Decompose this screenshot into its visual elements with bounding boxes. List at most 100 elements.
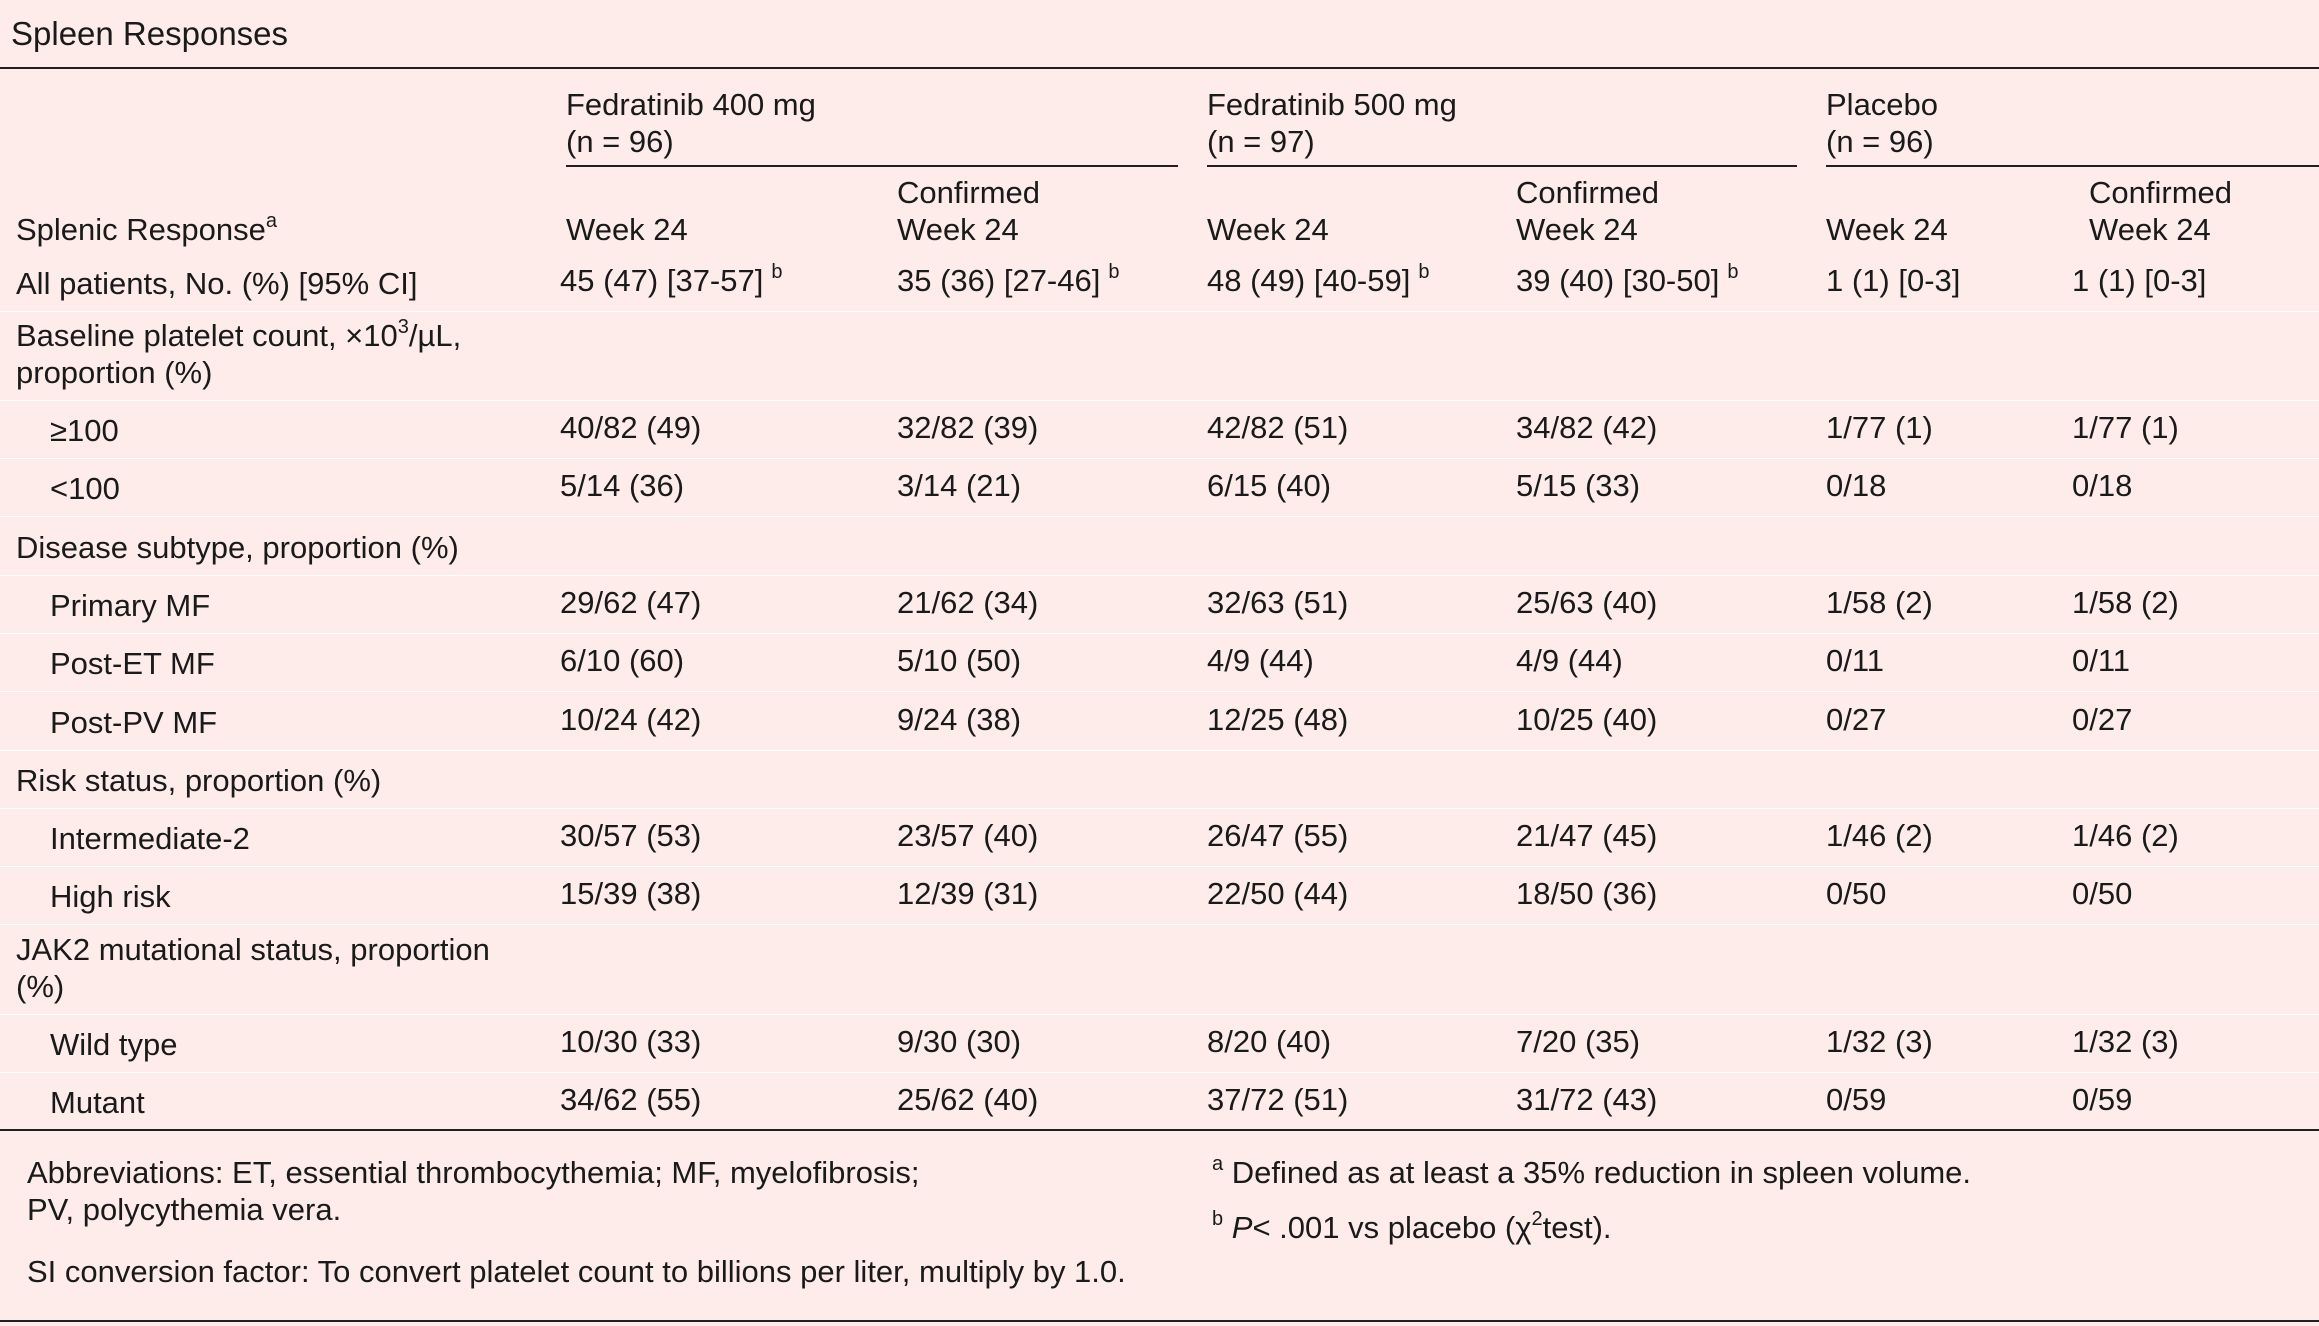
table-cell: 10/25 (40) <box>1516 701 1657 738</box>
group-n: (n = 96) <box>566 124 674 159</box>
cell-value: 32/63 (51) <box>1207 585 1349 620</box>
group-header-fed500: Fedratinib 500 mg (n = 97) <box>1207 86 1457 160</box>
footnote-marker-b: b <box>1108 260 1120 283</box>
table-title: Spleen Responses <box>11 15 289 52</box>
table-cell: 21/62 (34) <box>897 584 1038 621</box>
footnote-b-chi-sup: 2 <box>1531 1207 1543 1230</box>
subheader-confirmed: Confirmed Week 24 <box>2089 174 2232 248</box>
cell-value: 0/11 <box>2072 643 2131 678</box>
table-cell: 0/18 <box>1826 467 1886 504</box>
group-header-placebo: Placebo (n = 96) <box>1826 86 1938 160</box>
row-label-line1: Baseline platelet count, ×103/µL, <box>16 317 461 354</box>
table-cell: 1/77 (1) <box>1826 409 1933 446</box>
table-cell: 1/46 (2) <box>2072 817 2179 854</box>
table-cell: 12/39 (31) <box>897 875 1038 912</box>
table-cell: 25/63 (40) <box>1516 584 1657 621</box>
footnote-abbrev-line1: Abbreviations: ET, essential thrombocyth… <box>27 1155 920 1190</box>
table-row: Wild type 10/30 (33) 9/30 (30) 8/20 (40) 7/2… <box>0 1014 2319 1073</box>
cell-value: 0/27 <box>1826 702 1887 737</box>
row-label: High risk <box>50 879 171 914</box>
cell-value: 4/9 (44) <box>1516 643 1623 678</box>
group-name: Fedratinib 500 mg <box>1207 87 1457 122</box>
cell-value: 21/47 (45) <box>1516 818 1658 853</box>
table-cell: 29/62 (47) <box>560 584 701 621</box>
table-cell: 6/15 (40) <box>1207 467 1331 504</box>
table-cell: 39 (40) [30-50] b <box>1516 262 1738 299</box>
table-cell: 18/50 (36) <box>1516 875 1657 912</box>
group-name: Fedratinib 400 mg <box>566 87 816 122</box>
group-n: (n = 97) <box>1207 124 1315 159</box>
table-cell: 9/30 (30) <box>897 1023 1021 1060</box>
table-cell: 8/20 (40) <box>1207 1023 1331 1060</box>
table-row: Primary MF 29/62 (47) 21/62 (34) 32/63 (51)… <box>0 575 2319 634</box>
row-label: Post-PV MF <box>50 705 218 740</box>
table-cell: 1/32 (3) <box>2072 1023 2179 1060</box>
cell-value: 23/57 (40) <box>897 818 1039 853</box>
row-label: <100 <box>50 471 120 506</box>
table-cell: 0/59 <box>2072 1081 2132 1118</box>
group-header-fed400: Fedratinib 400 mg (n = 96) <box>566 86 816 160</box>
footnote-marker-b: b <box>1727 260 1739 283</box>
cell-value: 10/24 (42) <box>560 702 702 737</box>
table-cell: 10/30 (33) <box>560 1023 701 1060</box>
table-cell: 0/27 <box>1826 701 1886 738</box>
group-name: Placebo <box>1826 87 1939 122</box>
table-cell: 35 (36) [27-46] b <box>897 262 1119 299</box>
table-cell: 26/47 (55) <box>1207 817 1348 854</box>
cell-value: 34/82 (42) <box>1516 410 1658 445</box>
row-label: Post-ET MF <box>50 646 215 681</box>
subheader-confirmed-l1: Confirmed <box>1516 175 1659 210</box>
cell-value: 10/25 (40) <box>1516 702 1658 737</box>
table-cell: 32/82 (39) <box>897 409 1038 446</box>
row-label: All patients, No. (%) [95% CI] <box>16 266 418 301</box>
table-cell: 6/10 (60) <box>560 642 684 679</box>
cell-value: 32/82 (39) <box>897 410 1039 445</box>
table-cell: 23/57 (40) <box>897 817 1038 854</box>
cell-value: 0/59 <box>1826 1082 1887 1117</box>
table-cell: 12/25 (48) <box>1207 701 1348 738</box>
table-cell: 10/24 (42) <box>560 701 701 738</box>
cell-value: 0/59 <box>2072 1082 2133 1117</box>
cell-value: 1/46 (2) <box>1826 818 1933 853</box>
table-row: ≥100 40/82 (49) 32/82 (39) 42/82 (51) 34/82 … <box>0 400 2319 459</box>
table-cell: 34/82 (42) <box>1516 409 1657 446</box>
cell-value: 6/15 (40) <box>1207 468 1332 503</box>
table-cell: 0/50 <box>2072 875 2132 912</box>
cell-value: 5/10 (50) <box>897 643 1022 678</box>
table-row: Post-ET MF 6/10 (60) 5/10 (50) 4/9 (44) 4/9 … <box>0 633 2319 692</box>
cell-value: 40/82 (49) <box>560 410 702 445</box>
table-cell: 1/77 (1) <box>2072 409 2179 446</box>
subheader-week24: Week 24 <box>1207 212 1329 247</box>
table-cell: 37/72 (51) <box>1207 1081 1348 1118</box>
table-cell: 40/82 (49) <box>560 409 701 446</box>
table-cell: 1 (1) [0-3] <box>1826 262 1960 299</box>
table-cell: 5/10 (50) <box>897 642 1021 679</box>
cell-value: 1/46 (2) <box>2072 818 2179 853</box>
cell-value: 18/50 (36) <box>1516 876 1658 911</box>
table-cell: 45 (47) [37-57] b <box>560 262 782 299</box>
group-rule-fed500 <box>1207 165 1797 167</box>
subheader-confirmed-l2: Week 24 <box>2089 212 2211 247</box>
cell-value: 21/62 (34) <box>897 585 1039 620</box>
cell-value: 1/77 (1) <box>2072 410 2179 445</box>
row-label-text-cont: /µL, <box>408 318 462 353</box>
table-cell: 48 (49) [40-59] b <box>1207 262 1429 299</box>
group-rule-placebo <box>1826 165 2319 167</box>
cell-value: 0/50 <box>1826 876 1887 911</box>
subheader-week24: Week 24 <box>566 212 688 247</box>
footnote-b-marker: b <box>1212 1207 1224 1230</box>
subheader-confirmed: Confirmed Week 24 <box>897 174 1040 248</box>
cell-value: 12/39 (31) <box>897 876 1039 911</box>
cell-value: 1/32 (3) <box>2072 1024 2179 1059</box>
table-cell: 1/46 (2) <box>1826 817 1933 854</box>
footnote-marker-b: b <box>771 260 783 283</box>
subheader-confirmed-l2: Week 24 <box>897 212 1019 247</box>
cell-value: 7/20 (35) <box>1516 1024 1641 1059</box>
row-label: JAK2 mutational status, proportion (%) <box>16 931 490 1005</box>
row-label: Wild type <box>50 1027 178 1062</box>
row-header-text: Splenic Response <box>16 212 266 247</box>
row-label-line2: proportion (%) <box>16 355 213 390</box>
subheader-confirmed-l1: Confirmed <box>2089 175 2232 210</box>
footnote-b-text: < .001 vs placebo (χ <box>1252 1210 1532 1245</box>
cell-value: 9/24 (38) <box>897 702 1022 737</box>
